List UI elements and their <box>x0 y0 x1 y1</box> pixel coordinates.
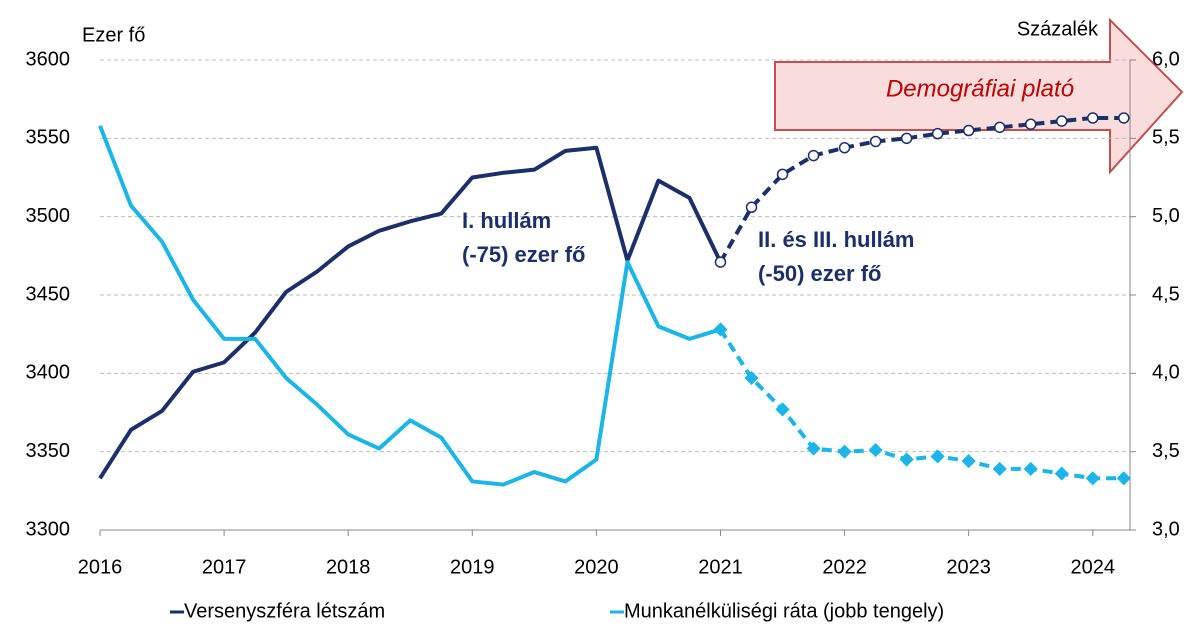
marker <box>1055 115 1068 127</box>
x-tick-label: 2024 <box>1071 556 1116 578</box>
legend-label: Versenyszféra létszám <box>184 600 385 622</box>
marker <box>868 443 883 458</box>
x-tick-label: 2019 <box>450 556 495 578</box>
y2-tick-label: 3,5 <box>1152 440 1180 462</box>
x-tick-label: 2021 <box>698 556 743 578</box>
y2-tick-label: 5,0 <box>1152 205 1180 227</box>
series-line <box>98 125 722 487</box>
marker <box>806 441 821 456</box>
marker <box>807 149 820 162</box>
marker <box>1085 471 1100 486</box>
y2-tick-label: 5,5 <box>1152 127 1180 149</box>
marker <box>961 453 976 469</box>
marker <box>1118 112 1130 124</box>
marker <box>900 132 913 145</box>
marker <box>776 168 789 181</box>
y-tick-label: 3450 <box>26 283 71 305</box>
legend-label: Munkanélküliségi ráta (jobb tengely) <box>624 600 944 622</box>
marker <box>931 127 944 140</box>
x-tick-label: 2020 <box>574 556 619 578</box>
marker <box>1116 471 1131 486</box>
y-axis-label: Ezer fő <box>82 24 145 46</box>
marker <box>838 141 851 154</box>
marker <box>993 121 1006 134</box>
forecast-line <box>718 328 1124 481</box>
marker <box>992 461 1007 476</box>
x-tick-label: 2016 <box>78 556 123 578</box>
y2-tick-label: 4,0 <box>1152 362 1180 384</box>
y2-tick-label: 4,5 <box>1152 283 1180 305</box>
marker <box>962 124 975 137</box>
arrow-text: Demográfiai plató <box>886 75 1074 102</box>
y2-axis-label: Százalék <box>1017 18 1099 40</box>
y2-tick-label: 3,0 <box>1152 518 1180 540</box>
y-tick-label: 3400 <box>26 362 71 384</box>
marker <box>775 402 790 417</box>
y-tick-label: 3350 <box>26 440 71 462</box>
marker <box>713 322 728 337</box>
annotation: (-50) ezer fő <box>758 261 881 286</box>
annotation: I. hullám <box>462 208 551 233</box>
x-tick-label: 2022 <box>822 556 867 578</box>
y-tick-label: 3300 <box>26 518 71 540</box>
marker <box>1024 118 1037 130</box>
marker <box>1087 112 1099 124</box>
marker <box>1023 461 1038 476</box>
annotation: (-75) ezer fő <box>462 242 585 267</box>
marker <box>744 370 759 386</box>
y-tick-label: 3500 <box>26 205 71 227</box>
y-tick-label: 3550 <box>26 127 71 149</box>
marker <box>899 452 914 467</box>
marker <box>714 256 727 268</box>
marker <box>930 449 945 464</box>
x-tick-label: 2017 <box>202 556 247 578</box>
marker <box>1054 466 1069 481</box>
marker <box>745 201 758 214</box>
marker <box>869 135 882 148</box>
y2-tick-label: 6,0 <box>1152 48 1180 70</box>
marker <box>837 444 852 459</box>
x-tick-label: 2023 <box>946 556 991 578</box>
x-tick-label: 2018 <box>326 556 371 578</box>
plateau-arrow <box>774 17 1184 175</box>
series-line <box>98 145 723 480</box>
annotation: II. és III. hullám <box>758 227 915 252</box>
y-tick-label: 3600 <box>26 48 71 70</box>
